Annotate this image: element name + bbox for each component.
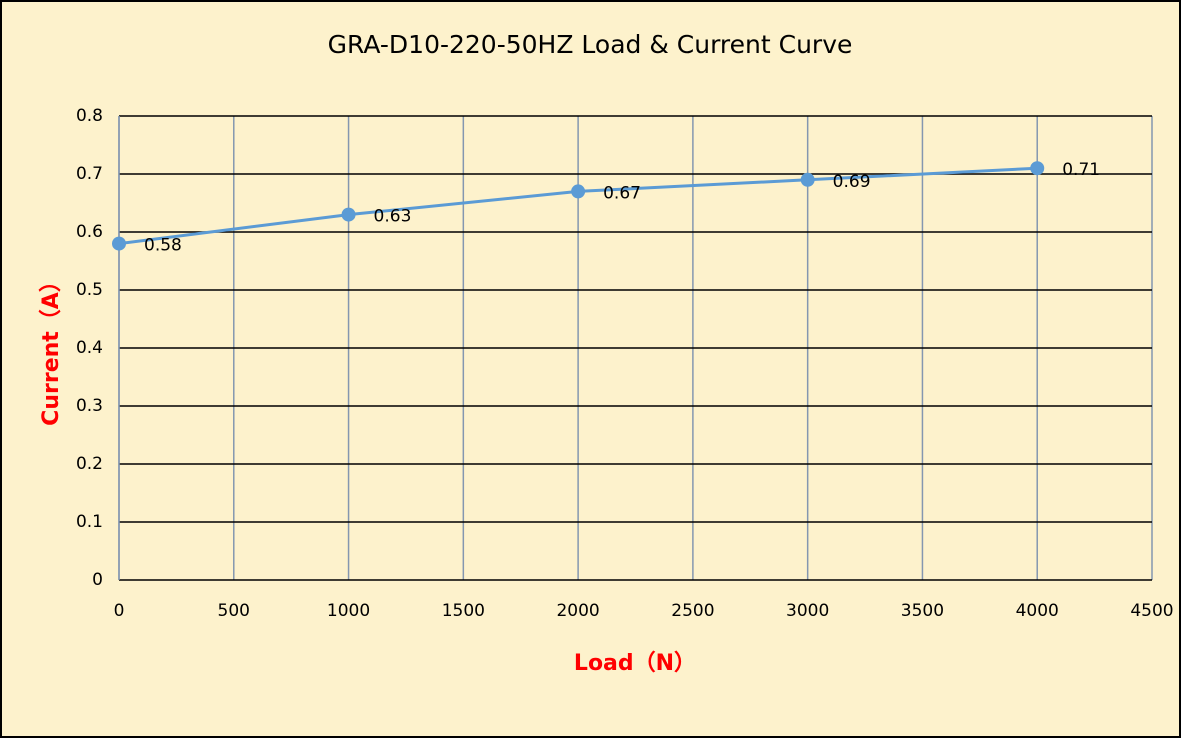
y-axis-label: Current（A）	[39, 270, 64, 426]
data-point	[341, 207, 356, 222]
y-tick-label: 0.3	[76, 396, 103, 416]
y-tick-label: 0.4	[76, 338, 103, 358]
data-label: 0.58	[144, 236, 182, 256]
data-point	[800, 172, 815, 187]
y-tick-label: 0.1	[76, 512, 103, 532]
chart-title: GRA-D10-220-50HZ Load & Current Curve	[328, 30, 853, 59]
data-label: 0.69	[833, 172, 871, 192]
data-point	[571, 184, 586, 199]
data-label: 0.67	[603, 183, 641, 203]
x-tick-label: 0	[114, 601, 125, 621]
y-tick-label: 0.6	[76, 222, 103, 242]
y-tick-label: 0.2	[76, 454, 103, 474]
data-label: 0.71	[1062, 160, 1100, 180]
x-axis-label: Load（N）	[574, 651, 696, 676]
x-tick-label: 500	[218, 601, 250, 621]
x-tick-label: 2500	[671, 601, 714, 621]
y-tick-label: 0	[92, 570, 103, 590]
data-point	[112, 236, 126, 251]
x-tick-label: 1000	[327, 601, 370, 621]
x-tick-label: 3000	[786, 601, 829, 621]
y-tick-label: 0.8	[76, 106, 103, 126]
y-tick-label: 0.7	[76, 164, 103, 184]
data-label: 0.63	[374, 207, 412, 227]
x-tick-label: 4500	[1130, 601, 1173, 621]
data-point	[1030, 161, 1045, 176]
x-tick-label: 2000	[556, 601, 599, 621]
y-tick-label: 0.5	[76, 280, 103, 300]
x-tick-label: 1500	[442, 601, 485, 621]
x-tick-label: 3500	[901, 601, 944, 621]
x-tick-label: 4000	[1016, 601, 1059, 621]
